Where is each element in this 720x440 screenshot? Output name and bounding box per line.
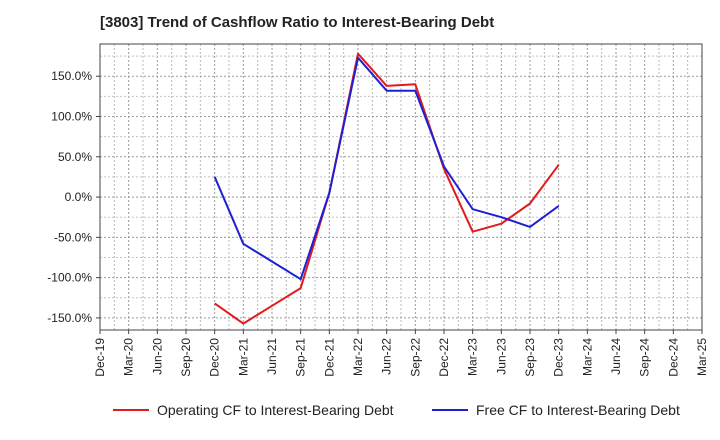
legend-item-free-cf: Free CF to Interest-Bearing Debt xyxy=(432,402,680,418)
legend-swatch-operating-cf xyxy=(113,409,149,411)
x-tick-label: Dec-24 xyxy=(666,338,680,377)
x-tick-label: Sep-24 xyxy=(638,338,652,377)
x-tick-label: Sep-21 xyxy=(294,338,308,377)
x-tick-label: Mar-24 xyxy=(580,338,594,376)
chart-title: [3803] Trend of Cashflow Ratio to Intere… xyxy=(100,14,495,31)
x-tick-label: Sep-23 xyxy=(523,338,537,377)
x-tick-label: Jun-22 xyxy=(380,338,394,375)
y-tick-label: 150.0% xyxy=(51,69,92,83)
y-tick-label: -100.0% xyxy=(47,271,92,285)
y-tick-label: -150.0% xyxy=(47,311,92,325)
plot-area xyxy=(100,44,702,330)
x-tick-label: Dec-23 xyxy=(552,338,566,377)
x-tick-label: Dec-19 xyxy=(93,338,107,377)
x-tick-label: Mar-25 xyxy=(695,338,709,376)
legend-label-operating-cf: Operating CF to Interest-Bearing Debt xyxy=(157,402,394,418)
x-tick-label: Mar-21 xyxy=(236,338,250,376)
x-tick-label: Mar-20 xyxy=(122,338,136,376)
x-tick-label: Jun-21 xyxy=(265,338,279,375)
x-tick-label: Dec-21 xyxy=(322,338,336,377)
y-tick-label: 50.0% xyxy=(58,150,92,164)
legend-swatch-free-cf xyxy=(432,409,468,411)
x-tick-label: Jun-23 xyxy=(494,338,508,375)
x-tick-label: Dec-22 xyxy=(437,338,451,377)
legend-label-free-cf: Free CF to Interest-Bearing Debt xyxy=(476,402,680,418)
x-tick-label: Mar-22 xyxy=(351,338,365,376)
x-tick-label: Sep-22 xyxy=(408,338,422,377)
legend-item-operating-cf: Operating CF to Interest-Bearing Debt xyxy=(113,402,394,418)
x-tick-label: Jun-24 xyxy=(609,338,623,375)
y-tick-label: 0.0% xyxy=(65,190,93,204)
x-tick-label: Dec-20 xyxy=(208,338,222,377)
x-tick-label: Mar-23 xyxy=(466,338,480,376)
y-tick-label: -50.0% xyxy=(54,230,92,244)
x-tick-label: Sep-20 xyxy=(179,338,193,377)
x-tick-label: Jun-20 xyxy=(150,338,164,375)
y-tick-label: 100.0% xyxy=(51,110,92,124)
plot-frame xyxy=(99,43,703,331)
